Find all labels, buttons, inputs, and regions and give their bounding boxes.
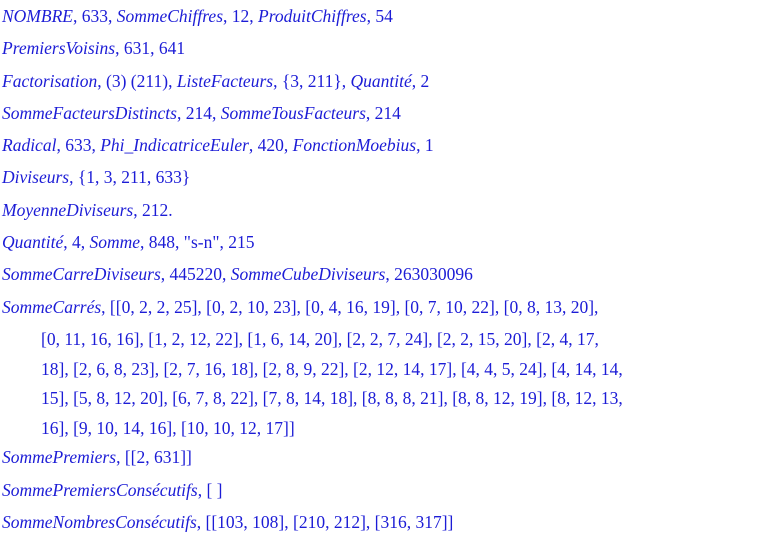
output-line: PremiersVoisins, 631, 641 (2, 35, 757, 67)
output-value: , 631, 641 (115, 38, 186, 59)
output-value: 15], [5, 8, 12, 20], [6, 7, 8, 22], [7, … (41, 388, 623, 409)
output-value: , [[0, 2, 2, 25], [0, 2, 10, 23], [0, 4,… (101, 296, 599, 317)
output-label: Phi_IndicatriceEuler (100, 135, 249, 156)
output-value: , 263030096 (385, 264, 473, 285)
output-label: FonctionMoebius (292, 135, 417, 156)
output-line: SommePremiers, [[2, 631]] (2, 444, 757, 476)
output-value: , 214 (365, 102, 401, 123)
output-label: PremiersVoisins (2, 38, 116, 59)
output-label: SommeNombresConsécutifs (2, 511, 197, 532)
output-label: Diviseurs (2, 167, 70, 188)
output-line: SommeNombresConsécutifs, [[103, 108], [2… (2, 509, 757, 541)
output-label: Somme (89, 232, 141, 253)
output-line: MoyenneDiviseurs, 212. (2, 197, 757, 229)
output-value: , 848, "s-n", 215 (140, 232, 255, 253)
output-line: NOMBRE, 633, SommeChiffres, 12, ProduitC… (2, 3, 757, 35)
output-label: MoyenneDiviseurs (2, 199, 134, 220)
output-value: , [[2, 631]] (116, 447, 192, 468)
output-line: Factorisation, (3) (211), ListeFacteurs,… (2, 68, 757, 100)
output-label: SommeTousFacteurs (220, 102, 366, 123)
output-value: , 420, (248, 135, 293, 156)
output-label: SommeCarrés (2, 296, 102, 317)
output-value: , 2 (411, 70, 430, 91)
output-value: 16], [9, 10, 14, 16], [10, 10, 12, 17]] (41, 417, 295, 438)
output-value: , 4, (63, 232, 90, 253)
output-value: , {1, 3, 211, 633} (69, 167, 191, 188)
output-value: , 1 (416, 135, 434, 156)
output-value: , [ ] (197, 479, 223, 500)
output-label: SommeChiffres (116, 6, 224, 26)
output-value: , 445220, (160, 264, 231, 285)
output-label: SommePremiers (2, 447, 117, 468)
output-value: [0, 11, 16, 16], [1, 2, 12, 22], [1, 6, … (41, 328, 599, 349)
output-value: , 633, (72, 6, 117, 26)
output-value: , (3) (211), (97, 70, 177, 91)
output-line: Radical, 633, Phi_IndicatriceEuler, 420,… (2, 132, 757, 164)
output-label: Factorisation (2, 70, 98, 91)
output-line-continuation: 18], [2, 6, 8, 23], [2, 7, 16, 18], [2, … (2, 356, 757, 386)
output-label: ListeFacteurs (176, 70, 274, 91)
output-value: , 214, (176, 102, 221, 123)
output-label: SommeCubeDiviseurs (230, 264, 386, 285)
output-label: SommePremiersConsécutifs (2, 479, 198, 500)
output-value: , 12, (223, 6, 259, 26)
output-value: , 633, (56, 135, 101, 156)
output-label: ProduitChiffres (258, 6, 367, 26)
output-value: , 54 (366, 6, 393, 26)
output-label: SommeCarreDiviseurs (2, 264, 161, 285)
output-label: SommeFacteursDistincts (2, 102, 177, 123)
output-value: 18], [2, 6, 8, 23], [2, 7, 16, 18], [2, … (41, 358, 623, 379)
output-line: SommeFacteursDistincts, 214, SommeTousFa… (2, 100, 757, 132)
output-label: NOMBRE (2, 6, 73, 26)
output-value: , {3, 211}, (273, 70, 351, 91)
output-line: SommePremiersConsécutifs, [ ] (2, 477, 757, 509)
output-value: , 212. (133, 199, 173, 220)
output-line: SommeCarreDiviseurs, 445220, SommeCubeDi… (2, 261, 757, 293)
output-line: Quantité, 4, Somme, 848, "s-n", 215 (2, 229, 757, 261)
output-line-continuation: [0, 11, 16, 16], [1, 2, 12, 22], [1, 6, … (2, 326, 757, 356)
output-line: SommeCarrés, [[0, 2, 2, 25], [0, 2, 10, … (2, 294, 757, 326)
output-line: Diviseurs, {1, 3, 211, 633} (2, 164, 757, 196)
output-label: Radical (2, 135, 57, 156)
output-value: , [[103, 108], [210, 212], [316, 317]] (196, 511, 454, 532)
output-line-continuation: 15], [5, 8, 12, 20], [6, 7, 8, 22], [7, … (2, 385, 757, 415)
output-label: Quantité (2, 232, 64, 253)
output-line-continuation: 16], [9, 10, 14, 16], [10, 10, 12, 17]] (2, 415, 757, 445)
output-label: Quantité (350, 70, 412, 91)
